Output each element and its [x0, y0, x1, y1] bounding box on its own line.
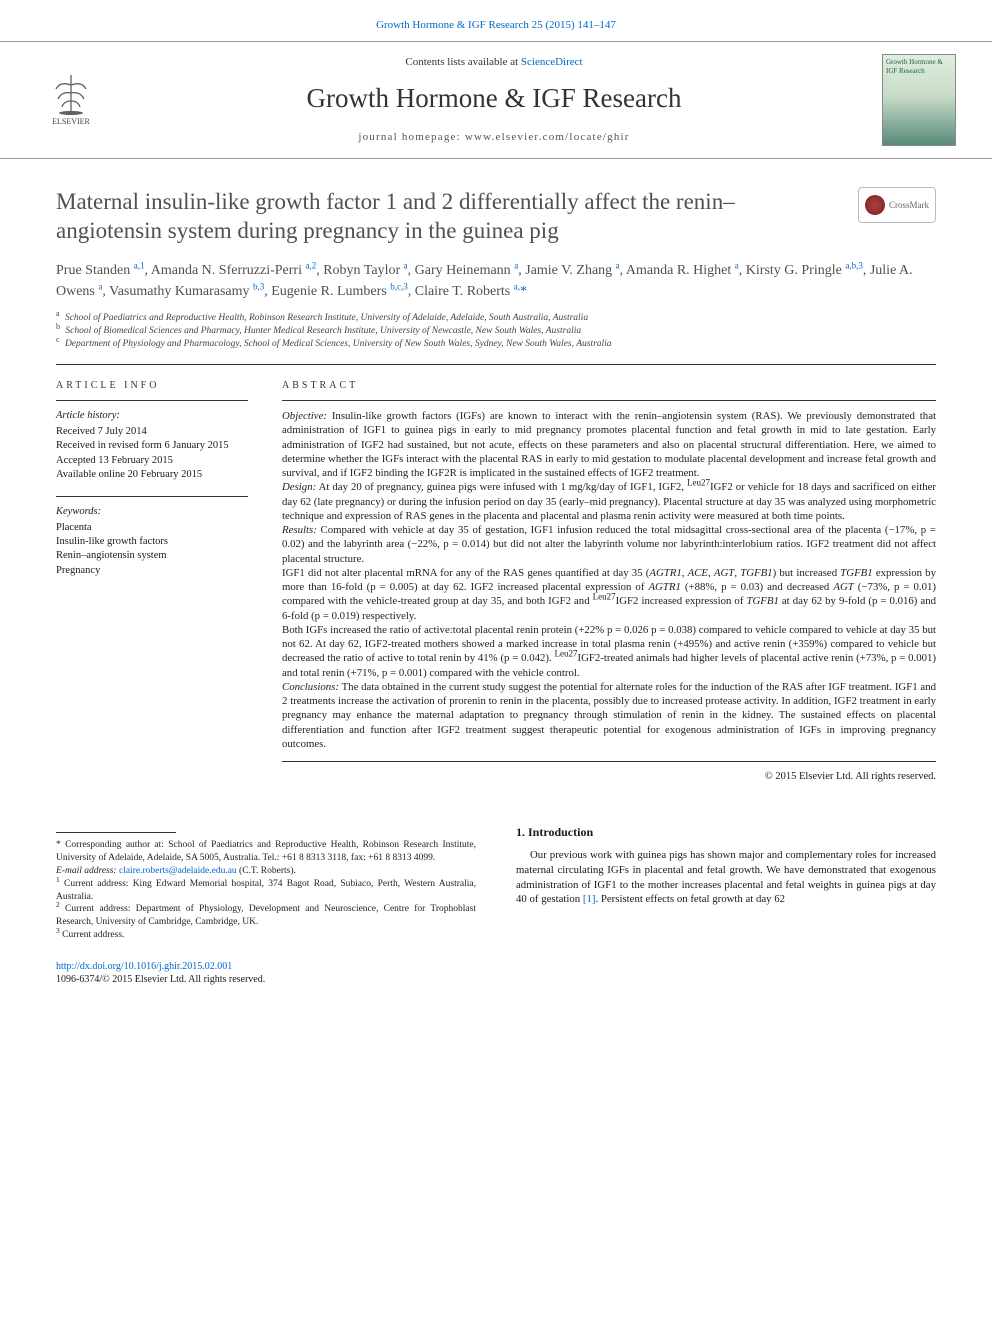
citation-link[interactable]: [1]	[583, 893, 596, 905]
sciencedirect-link[interactable]: ScienceDirect	[521, 56, 583, 68]
footnote-item: 1 Current address: King Edward Memorial …	[56, 878, 476, 904]
issn-copyright: 1096-6374/© 2015 Elsevier Ltd. All right…	[56, 974, 265, 985]
doi-link[interactable]: http://dx.doi.org/10.1016/j.ghir.2015.02…	[56, 961, 232, 972]
history-line: Received 7 July 2014	[56, 425, 248, 439]
keyword: Renin–angiotensin system	[56, 549, 248, 563]
keyword: Placenta	[56, 521, 248, 535]
crossmark-icon	[865, 195, 885, 215]
abstract-heading: ABSTRACT	[282, 379, 936, 393]
authors-list: Prue Standen a,1, Amanda N. Sferruzzi-Pe…	[56, 260, 936, 302]
history-line: Received in revised form 6 January 2015	[56, 439, 248, 453]
elsevier-tree-icon	[48, 71, 94, 117]
affiliations: a School of Paediatrics and Reproductive…	[56, 312, 936, 352]
journal-name: Growth Hormone & IGF Research	[124, 80, 864, 116]
abstract-divider	[282, 761, 936, 762]
doi-block: http://dx.doi.org/10.1016/j.ghir.2015.02…	[0, 942, 992, 1007]
elsevier-logo: ELSEVIER	[36, 61, 106, 139]
footnote-divider	[56, 832, 176, 833]
abstract-divider	[282, 400, 936, 401]
email-link[interactable]: claire.roberts@adelaide.edu.au	[119, 866, 237, 876]
abstract-column: ABSTRACT Objective: Insulin-like growth …	[282, 379, 936, 785]
history-line: Accepted 13 February 2015	[56, 454, 248, 468]
introduction-column: 1. Introduction Our previous work with g…	[516, 804, 936, 942]
keywords-block: Keywords: PlacentaInsulin-like growth fa…	[56, 505, 248, 578]
article-info-column: ARTICLE INFO Article history: Received 7…	[56, 379, 248, 785]
section-divider	[56, 364, 936, 365]
masthead: ELSEVIER Contents lists available at Sci…	[0, 41, 992, 159]
crossmark-badge[interactable]: CrossMark	[858, 187, 936, 223]
keyword: Pregnancy	[56, 564, 248, 578]
journal-cover-thumbnail: Growth Hormone & IGF Research	[882, 54, 956, 146]
footnotes-column: * Corresponding author at: School of Pae…	[56, 804, 476, 942]
abstract-copyright: © 2015 Elsevier Ltd. All rights reserved…	[282, 770, 936, 784]
masthead-center: Contents lists available at ScienceDirec…	[124, 55, 864, 145]
history-line: Available online 20 February 2015	[56, 468, 248, 482]
journal-citation: Growth Hormone & IGF Research 25 (2015) …	[0, 0, 992, 41]
keyword: Insulin-like growth factors	[56, 535, 248, 549]
info-divider	[56, 400, 248, 401]
introduction-paragraph: Our previous work with guinea pigs has s…	[516, 848, 936, 906]
abstract-text: Objective: Insulin-like growth factors (…	[282, 409, 936, 751]
history-label: Article history:	[56, 409, 248, 423]
article-title: Maternal insulin-like growth factor 1 an…	[56, 187, 838, 246]
introduction-heading: 1. Introduction	[516, 824, 936, 840]
footnote-item: 3 Current address.	[56, 929, 476, 942]
info-divider	[56, 496, 248, 497]
corresponding-author-note: * Corresponding author at: School of Pae…	[56, 839, 476, 865]
article-info-heading: ARTICLE INFO	[56, 379, 248, 393]
contents-available: Contents lists available at ScienceDirec…	[124, 55, 864, 70]
email-note: E-mail address: claire.roberts@adelaide.…	[56, 865, 476, 878]
footnote-item: 2 Current address: Department of Physiol…	[56, 903, 476, 929]
keywords-label: Keywords:	[56, 505, 248, 519]
article-history: Article history: Received 7 July 2014Rec…	[56, 409, 248, 482]
journal-homepage: journal homepage: www.elsevier.com/locat…	[124, 130, 864, 145]
